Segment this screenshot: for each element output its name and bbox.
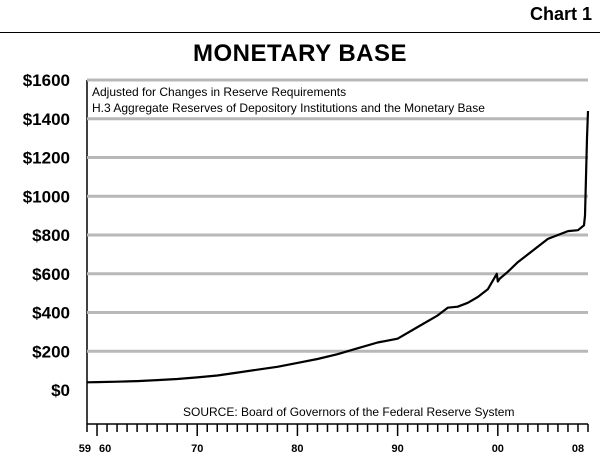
x-tick-label: 80 [291,443,303,455]
y-tick-label: $1200 [23,149,70,168]
series-group [86,110,590,384]
y-tick-label: $800 [32,226,70,245]
subtitle-line-2: H.3 Aggregate Reserves of Depository Ins… [92,101,485,115]
y-tick-label: $600 [32,265,70,284]
series-line-monetary-base [86,110,590,384]
header-divider [0,32,600,33]
y-tick-label: $0 [51,381,70,400]
x-tick-label: 70 [191,443,203,455]
y-tick-label: $1000 [23,187,70,206]
x-tick-label: 59 [79,443,91,455]
chart-number-label: Chart 1 [529,4,592,24]
x-tick-label: 90 [391,443,403,455]
x-axis: 59 60 70 80 90 00 08 [79,423,589,455]
chart-title: MONETARY BASE [192,40,408,67]
y-tick-label: $1400 [23,110,70,129]
x-tick-label: 08 [572,443,584,455]
y-tick-label: $200 [32,342,70,361]
subtitle-line-1: Adjusted for Changes in Reserve Requirem… [92,85,346,99]
x-tick-label: 00 [492,443,504,455]
x-tick-label: 60 [99,443,111,455]
y-tick-label: $1600 [23,71,70,90]
source-note: SOURCE: Board of Governors of the Federa… [183,405,514,419]
y-tick-label: $400 [32,304,70,323]
y-axis-ticks: $0 $200 $400 $600 $800 $1000 $1200 $1400 $1600 [23,71,70,400]
grid-lines [86,78,588,424]
